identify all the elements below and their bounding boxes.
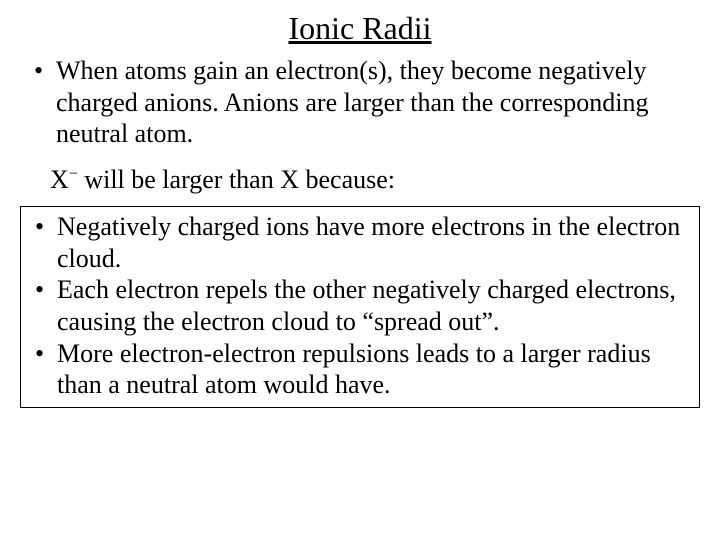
intro-text: When atoms gain an electron(s), they bec…: [56, 55, 700, 150]
page-title: Ionic Radii: [20, 10, 700, 47]
statement-rest: will be larger than X because:: [78, 165, 395, 194]
box-text: Negatively charged ions have more electr…: [57, 211, 689, 274]
bullet-dot: •: [35, 211, 57, 274]
statement-prefix: X: [50, 165, 69, 194]
box-text: Each electron repels the other negativel…: [57, 274, 689, 337]
bullet-dot: •: [34, 55, 56, 150]
box-bullet: • More electron-electron repulsions lead…: [35, 338, 689, 401]
box-bullet: • Negatively charged ions have more elec…: [35, 211, 689, 274]
bullet-dot: •: [35, 338, 57, 401]
statement-superscript: −: [69, 166, 78, 183]
box-bullet: • Each electron repels the other negativ…: [35, 274, 689, 337]
bullet-dot: •: [35, 274, 57, 337]
intro-bullet: • When atoms gain an electron(s), they b…: [34, 55, 700, 150]
intro-block: • When atoms gain an electron(s), they b…: [34, 55, 700, 150]
statement-line: X− will be larger than X because:: [50, 164, 700, 196]
box-text: More electron-electron repulsions leads …: [57, 338, 689, 401]
explanation-box: • Negatively charged ions have more elec…: [20, 206, 700, 408]
